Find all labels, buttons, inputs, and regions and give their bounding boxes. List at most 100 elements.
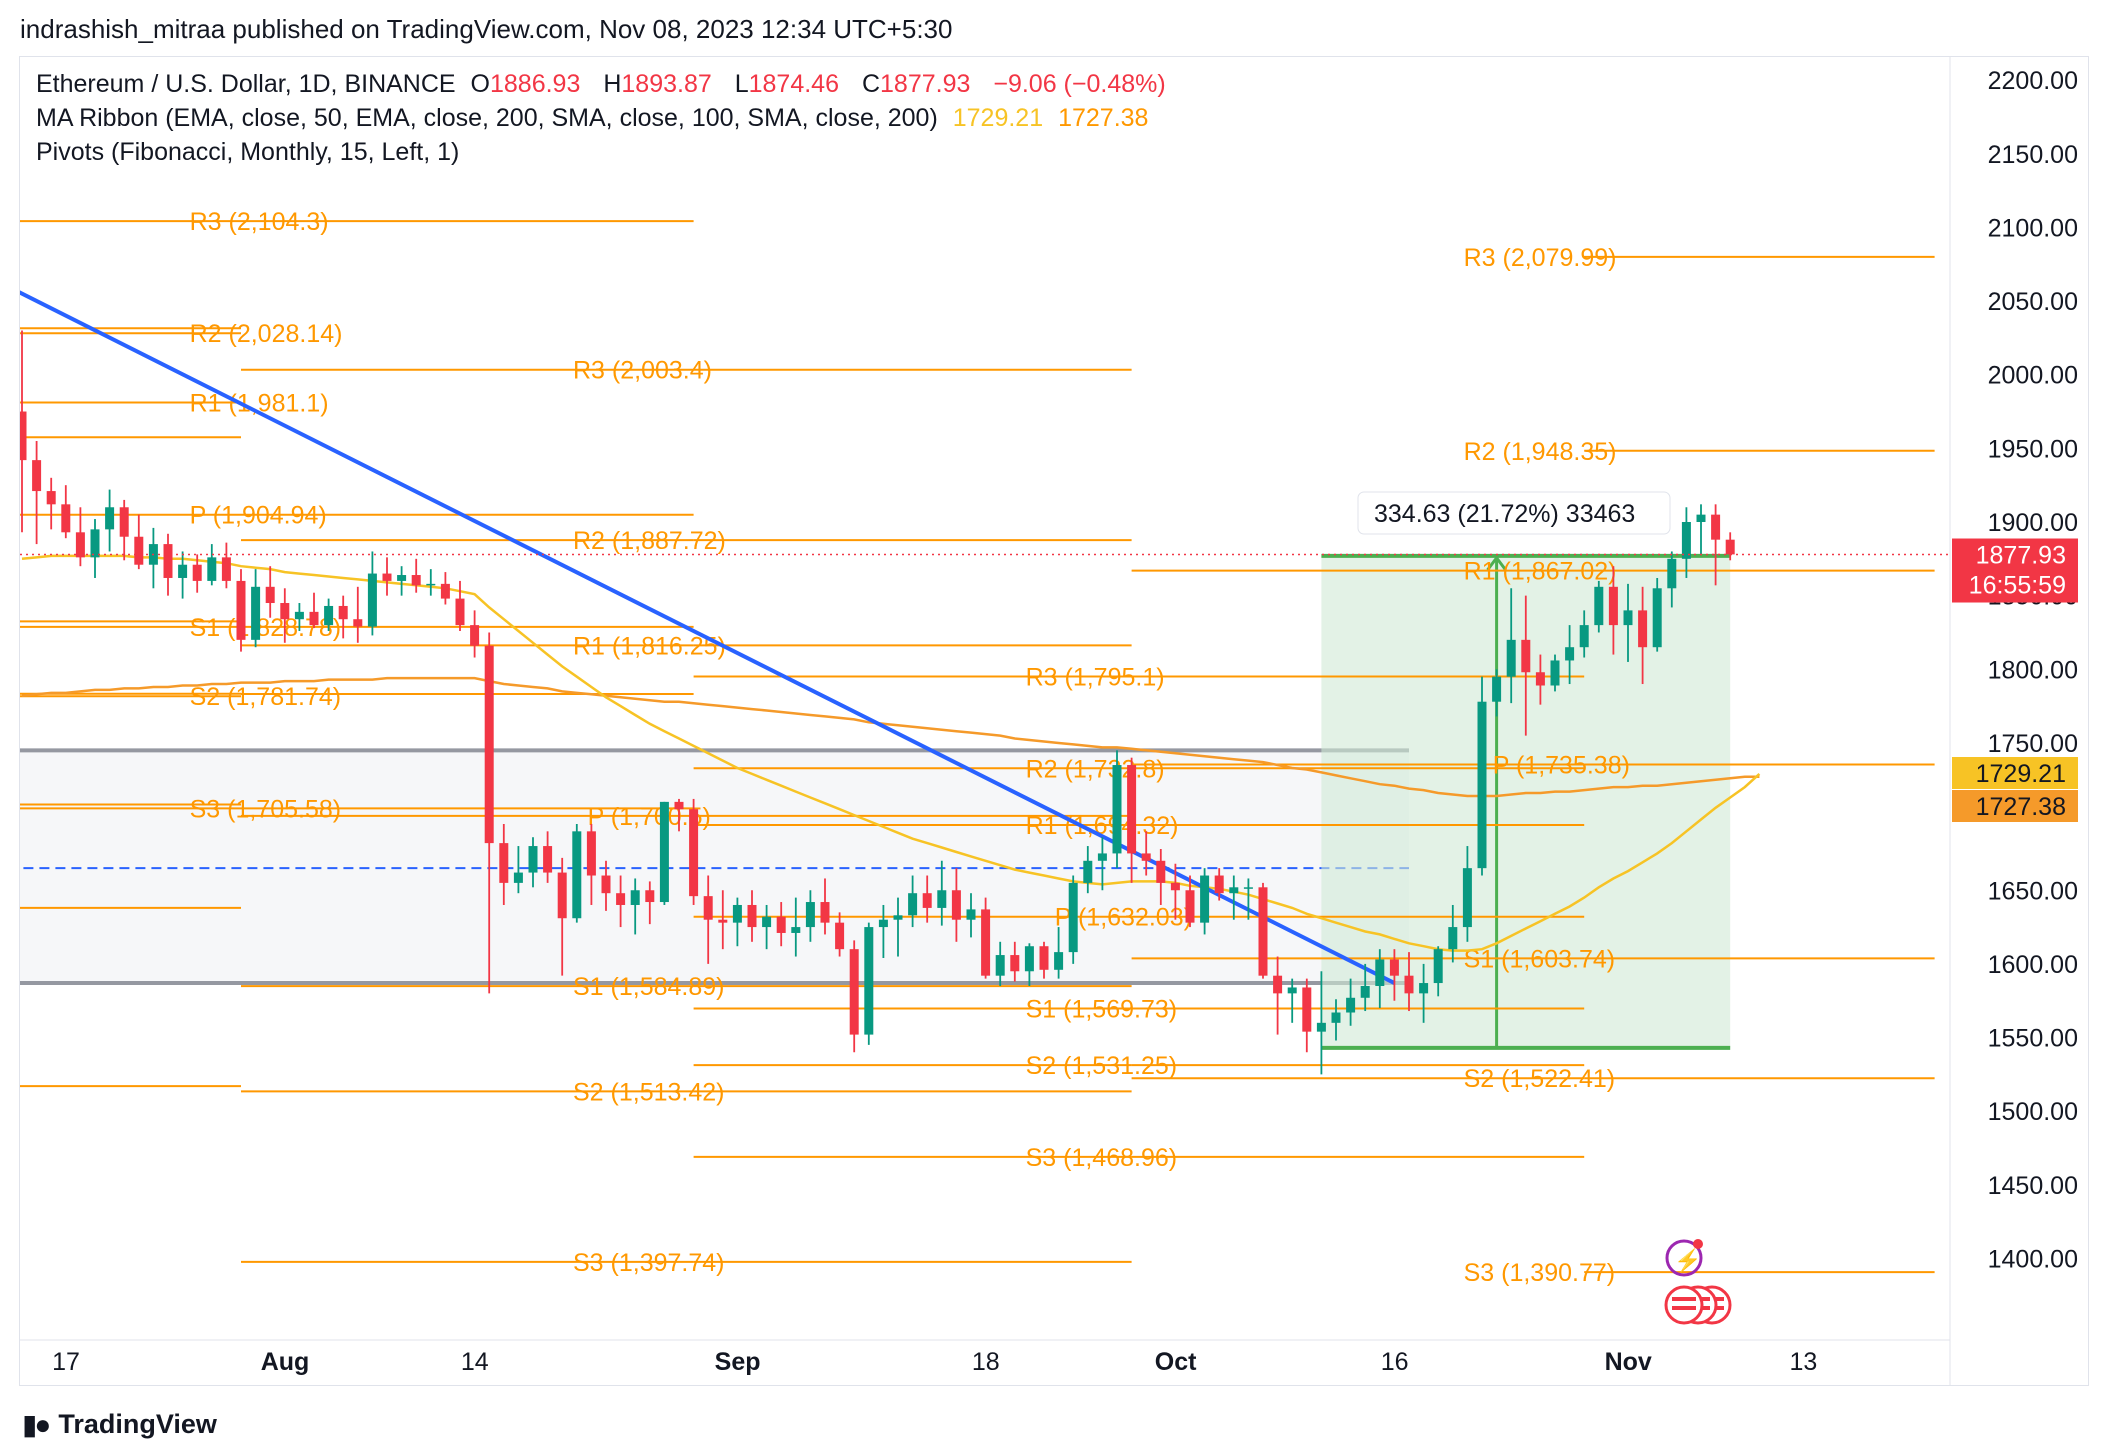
legend-pivots-row[interactable]: Pivots (Fibonacci, Monthly, 15, Left, 1) — [36, 138, 467, 167]
candle — [236, 569, 246, 652]
ema200-line — [21, 676, 1760, 798]
candle-body — [1448, 927, 1458, 950]
legend-open-key: O — [470, 70, 490, 98]
x-tick-label: Oct — [1155, 1348, 1197, 1376]
candle-body — [1302, 987, 1312, 1032]
candle-body — [280, 603, 290, 620]
candle — [411, 558, 421, 593]
candle-body — [1141, 853, 1151, 861]
legend-ma-value-1: 1729.21 — [952, 104, 1044, 132]
candle-body — [1652, 588, 1662, 648]
candle — [1389, 949, 1399, 1001]
candle — [1652, 577, 1662, 652]
candle — [732, 897, 742, 947]
candle-body — [1258, 887, 1268, 976]
candle-body — [849, 949, 859, 1035]
candle-body — [1200, 875, 1210, 923]
candle — [1054, 927, 1064, 979]
candle — [324, 598, 334, 632]
range-box-fill — [20, 750, 1409, 984]
candle-body — [864, 927, 874, 1035]
flag-stripe — [1672, 1297, 1696, 1301]
candle — [1681, 507, 1691, 578]
candle — [601, 860, 611, 911]
candle-body — [20, 411, 27, 461]
candle — [572, 823, 582, 923]
candle — [1273, 956, 1283, 1035]
candle-body — [572, 831, 582, 919]
candle — [1521, 595, 1531, 736]
candle — [747, 890, 757, 942]
y-tick-label: 1950.00 — [1988, 435, 2078, 463]
candle — [134, 514, 144, 570]
candle-body — [309, 611, 319, 626]
candle-body — [440, 583, 450, 599]
candle — [543, 831, 553, 883]
candle — [1010, 941, 1020, 982]
candle-body — [601, 875, 611, 894]
legend-open: 1886.93 — [490, 70, 581, 98]
candle-body — [995, 955, 1005, 976]
candle-body — [1696, 514, 1706, 522]
candle — [192, 554, 202, 593]
y-tick-label: 1400.00 — [1988, 1246, 2078, 1274]
pivot-label: R3 (2,003.4) — [573, 357, 712, 385]
candle-body — [1389, 959, 1399, 976]
candle-body — [805, 902, 815, 928]
candle — [1462, 846, 1472, 942]
legend-symbol[interactable]: Ethereum / U.S. Dollar, 1D, BINANCE — [36, 70, 456, 98]
candle — [309, 592, 319, 629]
candle-body — [207, 557, 217, 581]
y-tick-label: 2100.00 — [1988, 214, 2078, 242]
candle — [1316, 971, 1326, 1075]
candle-body — [1608, 586, 1618, 626]
last-price-timer: 16:55:59 — [1969, 572, 2066, 600]
chart-frame[interactable] — [19, 56, 2089, 1386]
flag-stripe — [1672, 1306, 1696, 1310]
position-arrow-head — [1486, 555, 1507, 571]
candle — [557, 857, 567, 976]
candle-body — [470, 625, 480, 646]
candle — [586, 823, 596, 905]
candle-body — [1331, 1012, 1341, 1023]
candle — [616, 875, 626, 928]
candle-body — [367, 573, 377, 627]
pivot-label: R2 (2,028.14) — [190, 320, 343, 348]
publisher-line: indrashish_mitraa published on TradingVi… — [20, 14, 953, 44]
tradingview-logo[interactable]: ▮● TradingView — [22, 1408, 217, 1441]
legend-ma-row[interactable]: MA Ribbon (EMA, close, 50, EMA, close, 2… — [36, 104, 1156, 133]
candle-body — [411, 575, 421, 586]
candle — [75, 507, 85, 567]
legend-close-key: C — [861, 70, 881, 98]
candle-body — [908, 893, 918, 916]
candle — [61, 485, 71, 539]
tradingview-logo-icon: ▮● — [22, 1409, 51, 1440]
candle-body — [1083, 860, 1093, 883]
y-tick-label: 1800.00 — [1988, 656, 2078, 684]
legend-pivots[interactable]: Pivots (Fibonacci, Monthly, 15, Left, 1) — [36, 138, 460, 166]
candle-body — [1462, 868, 1472, 928]
candle — [1068, 875, 1078, 964]
legend-ma-ribbon[interactable]: MA Ribbon (EMA, close, 50, EMA, close, 2… — [36, 104, 938, 132]
candle — [178, 551, 188, 599]
candle — [645, 881, 655, 925]
candle-body — [119, 507, 129, 537]
last-price-value: 1877.93 — [1976, 542, 2066, 570]
x-tick-label: 13 — [1789, 1348, 1817, 1376]
candle-body — [674, 801, 684, 810]
candle-body — [1229, 887, 1239, 894]
us-flag-event-icon — [1664, 1285, 1704, 1325]
legend-symbol-row[interactable]: Ethereum / U.S. Dollar, 1D, BINANCE O188… — [36, 70, 1174, 99]
lightning-event-icon — [1665, 1239, 1703, 1277]
candle — [280, 588, 290, 643]
candle — [1404, 952, 1414, 1012]
candle — [791, 897, 801, 957]
candle-body — [1433, 949, 1443, 984]
ema50-line — [21, 554, 1761, 952]
candle-body — [251, 586, 261, 640]
candle — [1608, 566, 1618, 655]
candle — [513, 846, 523, 894]
candle — [951, 868, 961, 942]
candle — [703, 875, 713, 964]
